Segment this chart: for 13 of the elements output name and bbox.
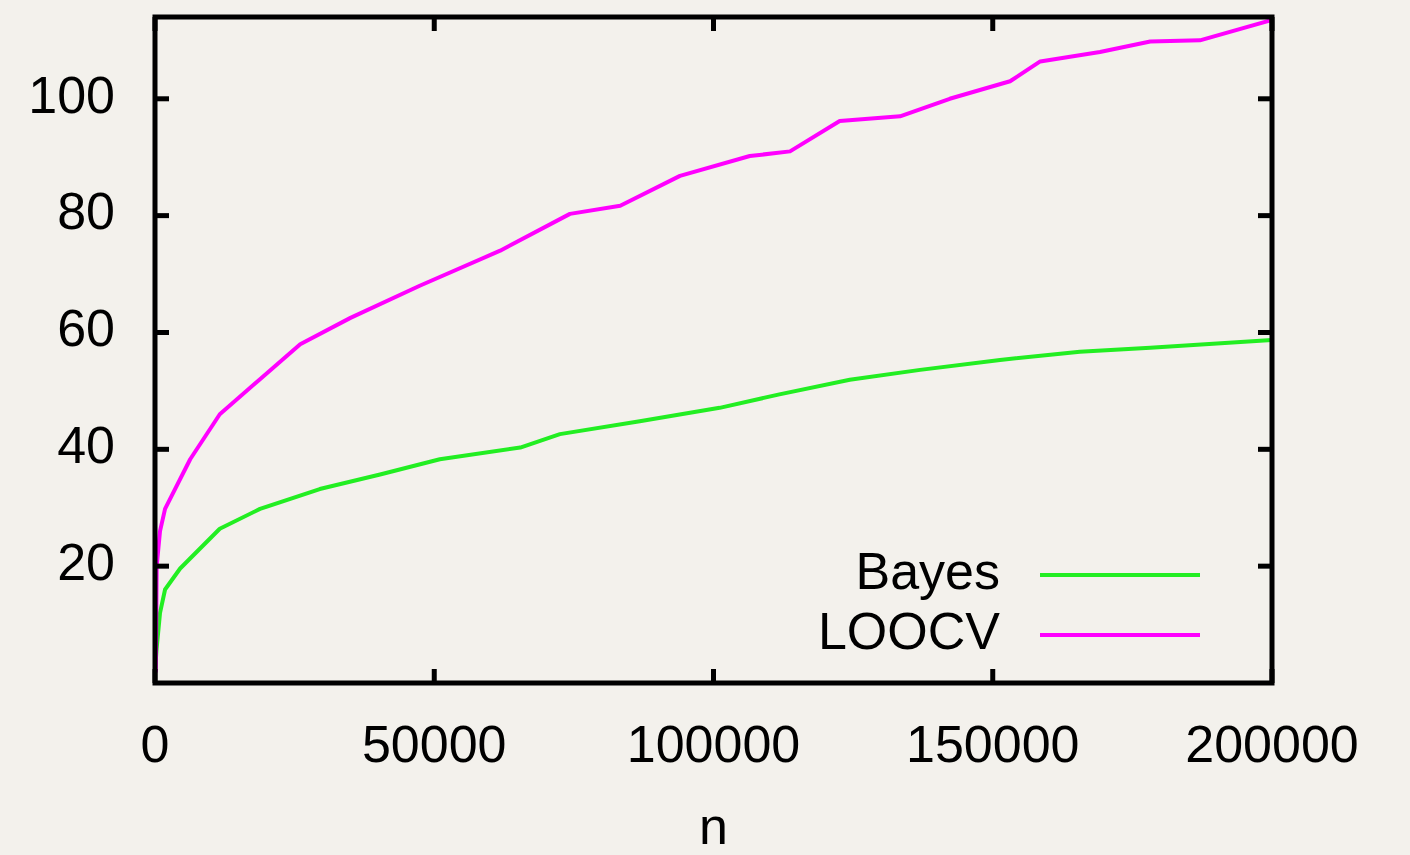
- y-tick-label: 40: [57, 416, 115, 475]
- legend-label: LOOCV: [817, 601, 1001, 660]
- x-tick-label: 50000: [361, 714, 507, 773]
- x-tick-label: 100000: [626, 714, 801, 773]
- legend-label: Bayes: [855, 541, 1000, 600]
- x-tick-label: 200000: [1185, 714, 1359, 773]
- x-axis-title: n: [699, 796, 728, 855]
- y-tick-label: 80: [57, 182, 115, 241]
- y-tick-label: 60: [57, 299, 115, 358]
- x-tick-label: 150000: [905, 714, 1080, 773]
- y-tick-label: 20: [57, 532, 115, 591]
- x-tick-label: 0: [140, 714, 170, 773]
- y-tick-label: 100: [28, 65, 115, 124]
